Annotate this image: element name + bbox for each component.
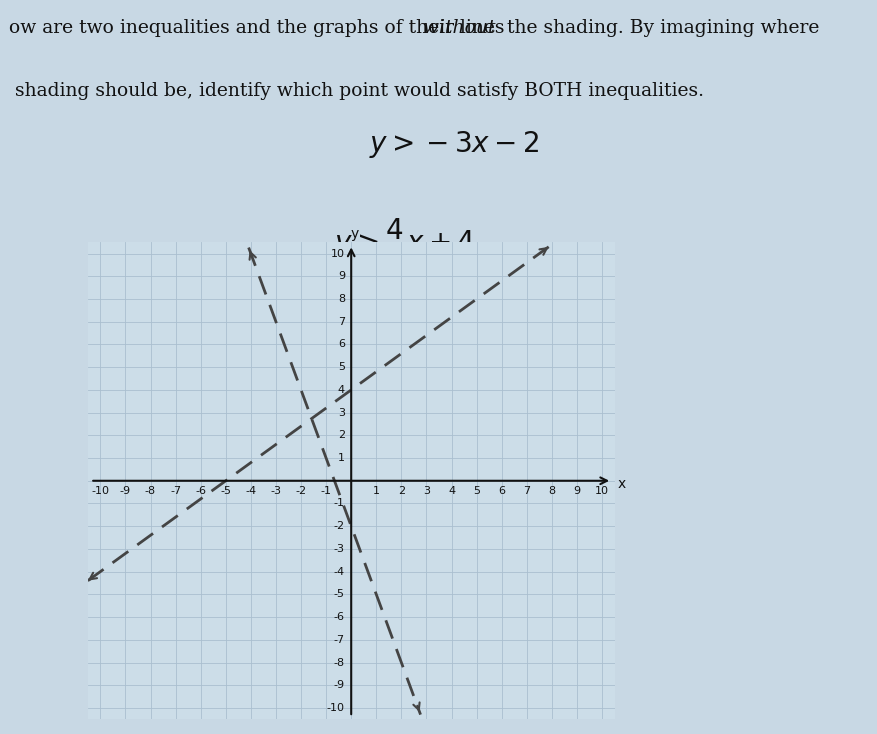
Text: -6: -6	[333, 612, 345, 622]
Text: $y > -3x - 2$: $y > -3x - 2$	[368, 129, 538, 160]
Text: 7: 7	[523, 487, 530, 496]
Text: 10: 10	[595, 487, 609, 496]
Text: -6: -6	[195, 487, 206, 496]
Text: 5: 5	[338, 362, 345, 372]
Text: -3: -3	[270, 487, 282, 496]
Text: -10: -10	[326, 703, 345, 713]
Text: 2: 2	[338, 430, 345, 440]
Text: shading should be, identify which point would satisfy BOTH inequalities.: shading should be, identify which point …	[9, 82, 703, 101]
Text: 8: 8	[338, 294, 345, 304]
Text: -5: -5	[333, 589, 345, 600]
Text: 8: 8	[548, 487, 555, 496]
Text: 7: 7	[338, 317, 345, 327]
Text: -5: -5	[220, 487, 231, 496]
Text: 4: 4	[447, 487, 454, 496]
Text: ow are two inequalities and the graphs of their lines: ow are two inequalities and the graphs o…	[9, 19, 510, 37]
Text: -4: -4	[333, 567, 345, 577]
Text: y: y	[351, 227, 359, 241]
Text: 1: 1	[373, 487, 380, 496]
Text: 5: 5	[473, 487, 480, 496]
Text: without: without	[9, 19, 495, 37]
Text: -10: -10	[91, 487, 110, 496]
Text: -3: -3	[333, 544, 345, 554]
Text: the shading. By imagining where: the shading. By imagining where	[9, 19, 818, 37]
Text: 9: 9	[573, 487, 580, 496]
Text: 6: 6	[497, 487, 504, 496]
Text: 6: 6	[338, 339, 345, 349]
Text: $y > \dfrac{4}{5}x + 4$: $y > \dfrac{4}{5}x + 4$	[333, 216, 474, 271]
Text: -9: -9	[120, 487, 131, 496]
Text: x: x	[617, 477, 624, 491]
Text: 10: 10	[331, 249, 345, 258]
Text: 4: 4	[338, 385, 345, 395]
Text: -2: -2	[333, 521, 345, 531]
Text: 3: 3	[423, 487, 430, 496]
Text: 9: 9	[338, 272, 345, 281]
Text: -4: -4	[245, 487, 256, 496]
Text: -8: -8	[145, 487, 156, 496]
Text: -7: -7	[333, 635, 345, 644]
Text: 1: 1	[338, 453, 345, 463]
Text: -9: -9	[333, 680, 345, 690]
Text: 2: 2	[397, 487, 404, 496]
Text: -8: -8	[333, 658, 345, 667]
Text: -7: -7	[170, 487, 181, 496]
Text: -1: -1	[333, 498, 345, 509]
Text: 3: 3	[338, 407, 345, 418]
Text: -2: -2	[296, 487, 306, 496]
Text: -1: -1	[320, 487, 332, 496]
